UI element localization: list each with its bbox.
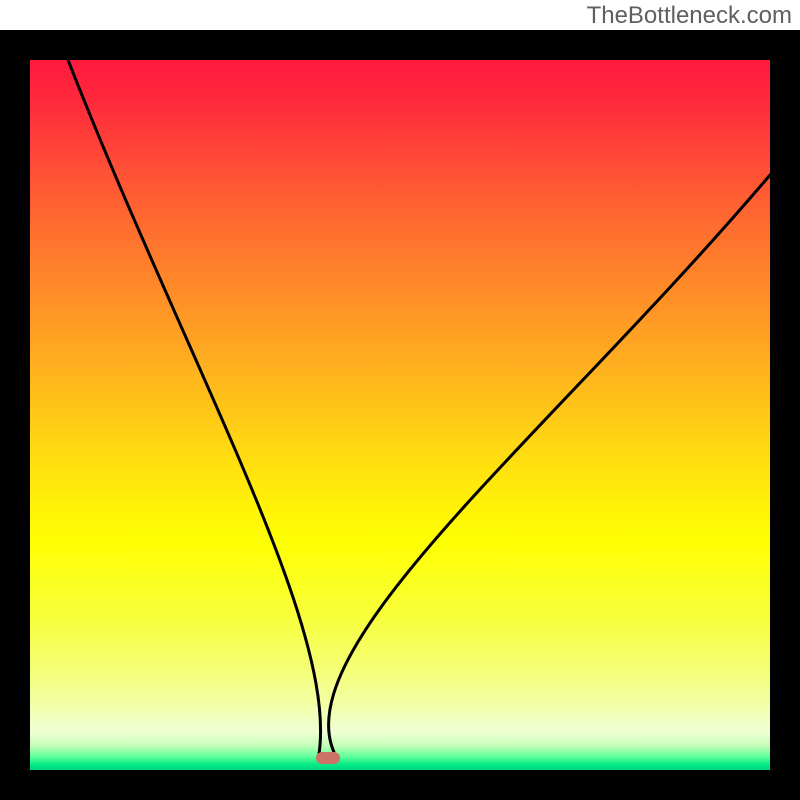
plot-area [30,60,770,770]
v-curve-path [68,60,770,760]
minimum-marker [316,752,340,764]
chart-root: TheBottleneck.com [0,0,800,800]
watermark-text: TheBottleneck.com [587,2,792,30]
curve-layer [30,60,770,770]
